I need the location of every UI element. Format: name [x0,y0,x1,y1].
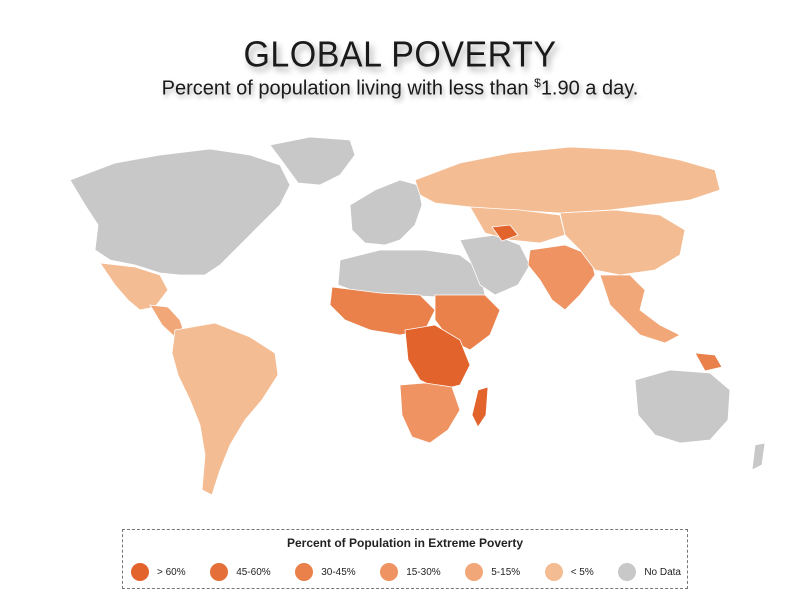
region-southeast-asia [599,274,681,344]
page-title: GLOBAL POVERTY [243,35,557,75]
region-new-zealand [751,442,766,471]
legend-item-lt5: < 5% [544,563,594,581]
legend-label: 45-60% [236,566,271,578]
legend-item-no-data: No Data [618,563,681,581]
region-southern-africa [399,382,461,444]
legend-swatch [210,563,229,581]
legend-item-gt60: > 60% [131,563,186,581]
legend-swatch [465,563,484,581]
legend-swatch [131,563,149,581]
legend-swatch [295,563,314,581]
page-subtitle: Percent of population living with less t… [0,76,800,101]
region-north-america [69,148,291,276]
world-map [40,125,780,505]
subtitle-suffix: a day. [579,77,639,100]
legend-label: 30-45% [321,566,356,578]
subtitle-currency: $ [534,76,541,90]
legend-swatch [544,563,563,581]
region-central-asia [469,206,566,244]
region-north-africa [337,249,486,298]
region-china [559,209,686,276]
legend-item-5-15: 5-15% [465,563,520,581]
region-central-africa [404,324,471,391]
legend-items: > 60% 45-60% 30-45% 15-30% 5-15% < 5% No… [131,562,681,582]
legend-label: 5-15% [491,566,521,578]
legend-label: < 5% [570,566,594,578]
legend-title: Percent of Population in Extreme Poverty [286,536,524,550]
legend-swatch [380,563,399,581]
region-south-asia [527,244,596,311]
world-map-svg [69,136,766,496]
region-central-asia-high [491,224,519,242]
region-madagascar [471,386,489,428]
legend-box: Percent of Population in Extreme Poverty… [122,529,688,589]
legend-item-15-30: 15-30% [380,563,441,581]
subtitle-prefix: Percent of population living with less t… [161,77,535,100]
legend-label: 15-30% [406,566,441,578]
region-russia [414,146,721,214]
legend-swatch [618,563,637,581]
legend-label: > 60% [157,566,186,578]
legend-label: No Data [644,566,681,578]
legend-item-30-45: 30-45% [295,563,356,581]
region-greenland [269,136,356,186]
legend-item-45-60: 45-60% [210,563,271,581]
region-papua-new-guinea [694,352,723,372]
region-south-america [171,322,279,496]
region-australia [634,369,731,444]
region-western-europe [349,179,423,246]
subtitle-value: 1.90 [540,77,580,100]
